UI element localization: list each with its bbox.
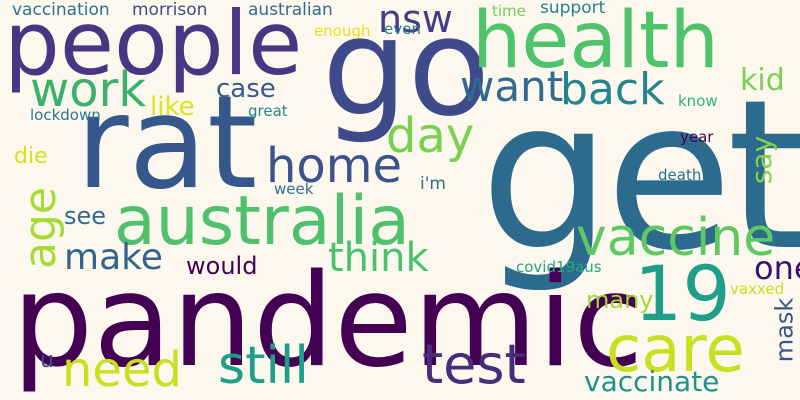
word-covid19aus: covid19aus [516, 258, 602, 276]
word-australian: australian [248, 0, 333, 20]
word-test: test [422, 333, 526, 396]
word-enough: enough [314, 22, 371, 40]
word-mask: mask [770, 297, 799, 363]
word-like: like [150, 92, 195, 122]
word-case: case [216, 74, 276, 104]
word-get: get [480, 55, 800, 296]
word-vaccine: vaccine [576, 208, 776, 268]
word-think: think [328, 235, 429, 281]
word-morrison: morrison [132, 0, 208, 20]
word-week: week [274, 180, 314, 198]
word-back: back [560, 64, 665, 115]
word-time: time [492, 2, 526, 20]
word-death: death [658, 166, 702, 184]
word-u: u [40, 348, 54, 373]
word-health: health [472, 0, 719, 86]
word-people: people [4, 0, 303, 95]
word-say: say [745, 135, 779, 185]
word-great: great [248, 102, 288, 120]
word-19: 19 [634, 249, 731, 338]
word-kid: kid [740, 63, 785, 98]
word-nsw: nsw [378, 0, 453, 41]
word-australia: australia [114, 182, 410, 261]
word-lockdown: lockdown [30, 106, 101, 124]
word-vaccination: vaccination [12, 0, 110, 20]
word-day: day [386, 108, 475, 164]
word-die: die [14, 144, 48, 169]
word-work: work [30, 62, 147, 118]
word-would: would [186, 252, 258, 280]
word-care: care [606, 313, 745, 387]
word-many: many [586, 286, 654, 314]
word-year: year [680, 128, 714, 146]
word-know: know [678, 92, 718, 110]
word-vaccinate: vaccinate [584, 365, 720, 398]
word-pandemic: pandemic [12, 247, 644, 396]
word-even: even [384, 20, 421, 38]
word-still: still [218, 336, 309, 396]
word-age: age [14, 187, 66, 269]
word-make: make [64, 237, 163, 278]
word-need: need [62, 342, 182, 398]
word-rat: rat [76, 69, 258, 218]
word-im: i'm [420, 174, 446, 194]
word-want: want [460, 62, 564, 111]
word-see: see [64, 202, 107, 230]
word-support: support [540, 0, 606, 18]
word-one: one [754, 249, 800, 287]
word-go: go [322, 0, 491, 146]
word-vaxxed: vaxxed [730, 280, 785, 298]
word-home: home [266, 138, 403, 194]
